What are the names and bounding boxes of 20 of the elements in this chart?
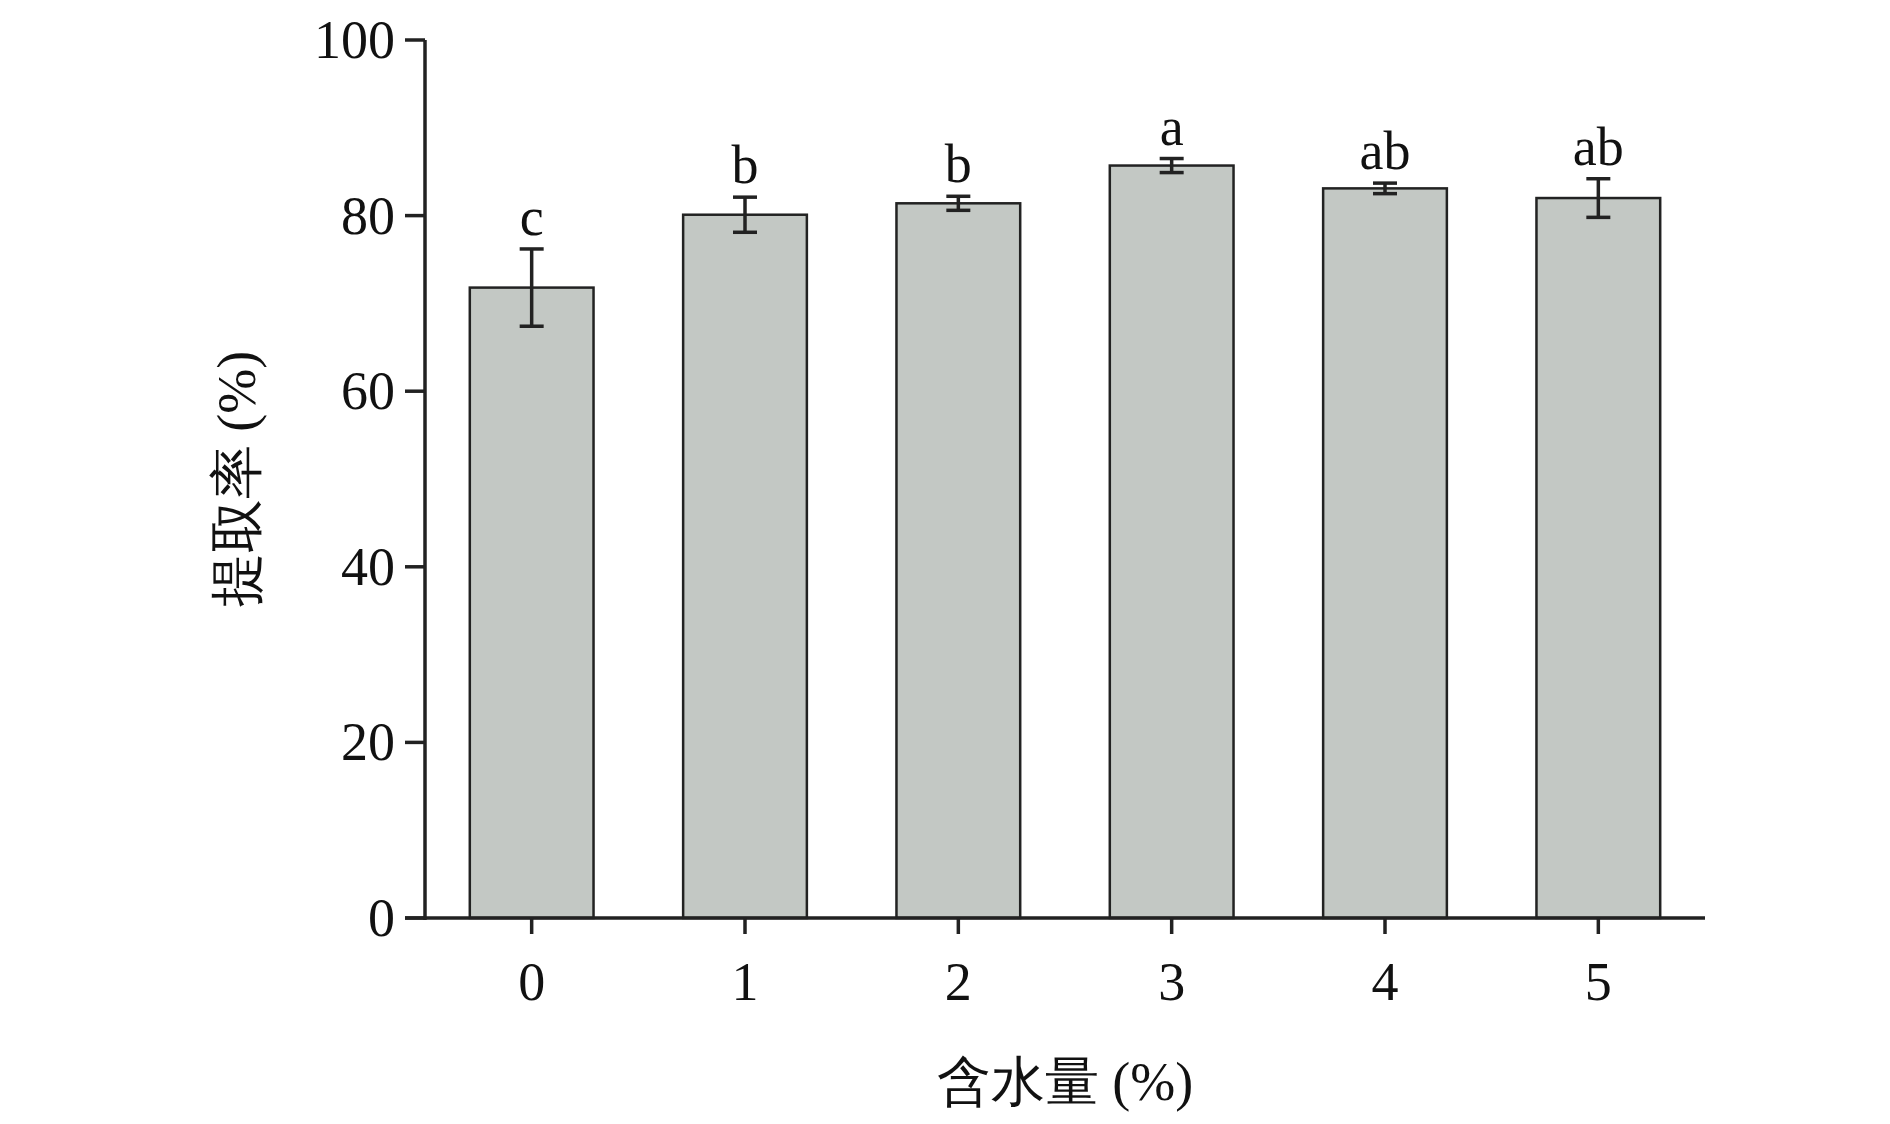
annotation: ab xyxy=(1572,116,1624,177)
y-axis-title: 提取率 (%) xyxy=(207,350,267,608)
xtick-label: 4 xyxy=(1371,952,1399,1012)
xtick-label: 2 xyxy=(944,952,972,1012)
xtick-label: 5 xyxy=(1584,952,1612,1012)
ytick-label: 0 xyxy=(368,888,395,948)
xtick-label: 1 xyxy=(731,952,759,1012)
x-axis-title: 含水量 (%) xyxy=(936,1052,1194,1112)
xtick-label: 0 xyxy=(518,952,546,1012)
annotation: c xyxy=(519,186,544,247)
ytick-label: 100 xyxy=(314,10,395,70)
annotation: b xyxy=(944,134,972,195)
annotation: b xyxy=(731,135,759,196)
xtick-label: 3 xyxy=(1158,952,1186,1012)
ytick-label: 20 xyxy=(341,712,395,773)
ytick-label: 80 xyxy=(341,185,395,246)
ytick-label: 40 xyxy=(341,536,395,597)
annotation: a xyxy=(1159,96,1184,157)
annotation: ab xyxy=(1359,121,1411,182)
ytick-label: 60 xyxy=(341,361,395,422)
